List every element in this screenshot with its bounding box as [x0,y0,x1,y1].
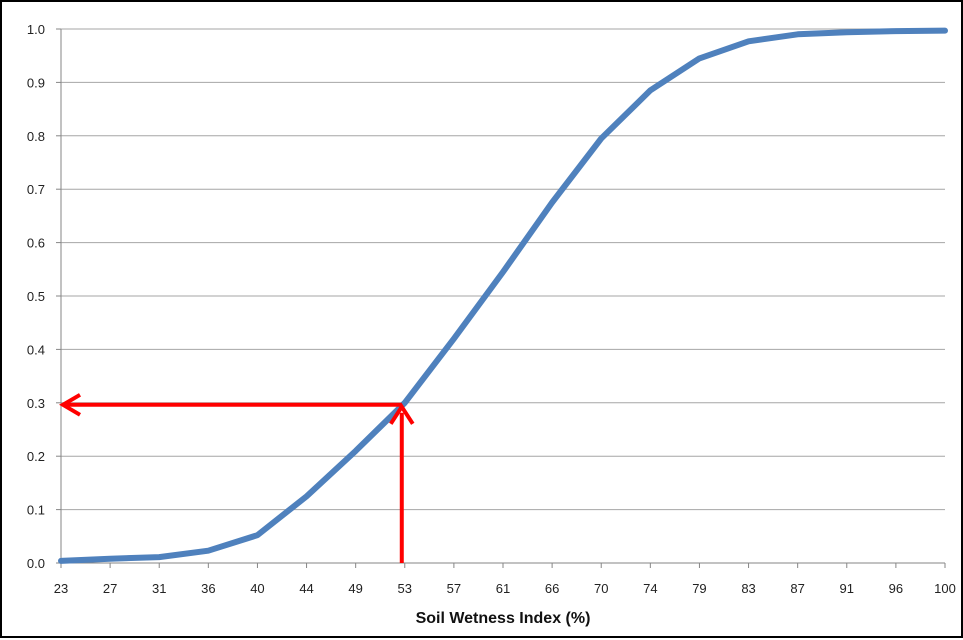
y-tick-label: 0.2 [27,449,45,464]
vertical-arrow [391,407,413,563]
y-tick-label: 0.8 [27,129,45,144]
y-tick-label: 0.6 [27,236,45,251]
x-tick-label: 57 [447,581,461,596]
x-tick-label: 83 [741,581,755,596]
x-tick-labels: 23 27 31 36 40 44 49 53 57 61 66 70 74 79 83 87 91 96 100 [54,581,956,596]
x-axis-title: Soil Wetness Index (%) [416,610,591,627]
x-tick-label: 74 [643,581,657,596]
x-tick-label: 61 [496,581,510,596]
x-tick-label: 66 [545,581,559,596]
x-tick-label: 23 [54,581,68,596]
x-tick-label: 96 [889,581,903,596]
y-tick-label: 0.4 [27,342,45,357]
y-tick-label: 0.0 [27,556,45,571]
x-tick-label: 27 [103,581,117,596]
y-tick-labels: 0.0 0.1 0.2 0.3 0.4 0.5 0.6 0.7 0.8 0.9 1.0 [27,22,45,571]
y-tick-label: 0.1 [27,503,45,518]
x-tick-label: 49 [348,581,362,596]
x-tick-label: 31 [152,581,166,596]
axes [56,29,945,568]
x-tick-label: 53 [398,581,412,596]
y-tick-label: 0.3 [27,396,45,411]
x-tick-label: 79 [692,581,706,596]
x-tick-label: 91 [840,581,854,596]
y-tick-label: 1.0 [27,22,45,37]
x-tick-label: 100 [934,581,956,596]
y-tick-label: 0.7 [27,182,45,197]
horizontal-arrow [63,395,402,415]
x-tick-label: 44 [299,581,313,596]
x-tick-label: 87 [790,581,804,596]
y-tick-label: 0.5 [27,289,45,304]
x-tick-label: 36 [201,581,215,596]
x-tick-label: 70 [594,581,608,596]
x-tick-label: 40 [250,581,264,596]
annotations [63,395,413,563]
y-tick-label: 0.9 [27,75,45,90]
